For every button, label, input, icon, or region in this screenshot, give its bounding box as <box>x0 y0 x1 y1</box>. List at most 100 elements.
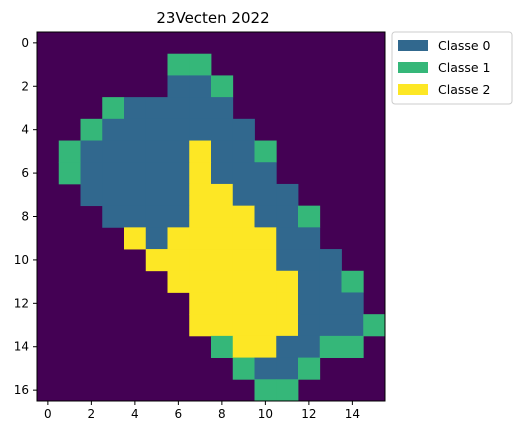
heatmap-cell <box>80 162 103 185</box>
heatmap-cell <box>189 53 212 76</box>
heatmap-cell <box>254 314 277 337</box>
heatmap-cell <box>167 140 190 163</box>
x-tick-label: 8 <box>218 407 226 421</box>
heatmap-cell <box>189 292 212 315</box>
heatmap-cell <box>189 118 212 141</box>
heatmap-cell <box>145 183 168 207</box>
heatmap-cell <box>211 292 234 315</box>
heatmap-cell <box>254 270 277 293</box>
legend-label: Classe 0 <box>438 38 491 53</box>
heatmap-cell <box>232 249 255 272</box>
heatmap-cell <box>167 270 190 293</box>
heatmap-cell <box>145 205 168 228</box>
y-tick-label: 14 <box>14 340 29 354</box>
heatmap-cell <box>363 314 386 337</box>
heatmap-cell <box>189 162 212 185</box>
x-tick-label: 10 <box>258 407 273 421</box>
heatmap-cell <box>276 270 299 293</box>
x-axis-ticks: 0 2 4 6 8 10 12 14 <box>44 401 360 421</box>
heatmap-cell <box>102 118 125 141</box>
heatmap-cell <box>254 292 277 315</box>
heatmap-cell <box>232 227 255 250</box>
heatmap-cells <box>37 32 386 402</box>
heatmap-cell <box>189 205 212 228</box>
heatmap-cell <box>189 97 212 120</box>
heatmap-cell <box>145 249 168 272</box>
heatmap-cell <box>167 249 190 272</box>
x-tick-label: 0 <box>44 407 52 421</box>
heatmap-cell <box>211 270 234 293</box>
y-tick-label: 12 <box>14 296 29 310</box>
heatmap-cell <box>254 205 277 228</box>
chart-title: 23Vecten 2022 <box>156 9 269 27</box>
heatmap-cell <box>189 314 212 337</box>
heatmap-cell <box>102 162 125 185</box>
heatmap-cell <box>298 357 321 380</box>
heatmap-cell <box>232 270 255 293</box>
heatmap-cell <box>211 249 234 272</box>
heatmap-cell <box>232 314 255 337</box>
heatmap-cell <box>254 357 277 380</box>
y-tick-label: 16 <box>14 383 29 397</box>
heatmap-cell <box>254 379 277 402</box>
heatmap-cell <box>80 183 103 207</box>
heatmap-cell <box>232 140 255 163</box>
heatmap-cell <box>102 97 125 120</box>
y-axis-ticks: 0 2 4 6 8 10 12 14 16 <box>14 36 37 397</box>
legend-label: Classe 1 <box>438 60 491 75</box>
heatmap-cell <box>254 335 277 358</box>
heatmap-cell <box>189 270 212 293</box>
heatmap-cell <box>145 118 168 141</box>
heatmap-cell <box>298 292 321 315</box>
heatmap-cell <box>254 227 277 250</box>
heatmap-cell <box>211 97 234 120</box>
y-tick-label: 8 <box>21 210 29 224</box>
heatmap-cell <box>232 205 255 228</box>
heatmap-cell <box>124 205 147 228</box>
legend-label: Classe 2 <box>438 82 491 97</box>
heatmap-cell <box>298 227 321 250</box>
heatmap-cell <box>189 140 212 163</box>
heatmap-cell <box>145 227 168 250</box>
heatmap-cell <box>102 140 125 163</box>
x-tick-label: 4 <box>131 407 139 421</box>
heatmap-cell <box>189 227 212 250</box>
heatmap-cell <box>189 183 212 207</box>
heatmap-cell <box>276 357 299 380</box>
heatmap-cell <box>276 335 299 358</box>
heatmap-cell <box>254 183 277 207</box>
x-tick-label: 6 <box>175 407 183 421</box>
heatmap-cell <box>254 140 277 163</box>
heatmap-cell <box>232 162 255 185</box>
heatmap-cell <box>145 97 168 120</box>
heatmap-cell <box>167 97 190 120</box>
heatmap-cell <box>254 249 277 272</box>
heatmap-cell <box>167 205 190 228</box>
heatmap-cell <box>211 183 234 207</box>
legend-swatch <box>398 62 428 73</box>
heatmap-cell <box>167 118 190 141</box>
heatmap-cell <box>58 162 81 185</box>
heatmap-cell <box>254 162 277 185</box>
legend-swatch <box>398 40 428 51</box>
heatmap-cell <box>189 75 212 98</box>
y-tick-label: 4 <box>21 123 29 137</box>
y-tick-label: 2 <box>21 79 29 93</box>
legend: Classe 0 Classe 1 Classe 2 <box>391 31 513 105</box>
heatmap-cell <box>298 314 321 337</box>
x-tick-label: 14 <box>345 407 360 421</box>
legend-swatch <box>398 84 428 95</box>
heatmap-cell <box>276 183 299 207</box>
heatmap-cell <box>167 75 190 98</box>
heatmap-cell <box>124 97 147 120</box>
heatmap-cell <box>319 249 342 272</box>
heatmap-cell <box>341 335 364 358</box>
x-tick-label: 12 <box>301 407 316 421</box>
heatmap-cell <box>341 270 364 293</box>
heatmap-cell <box>124 118 147 141</box>
y-tick-label: 6 <box>21 166 29 180</box>
heatmap-cell <box>232 335 255 358</box>
heatmap-cell <box>211 227 234 250</box>
heatmap-cell <box>167 227 190 250</box>
